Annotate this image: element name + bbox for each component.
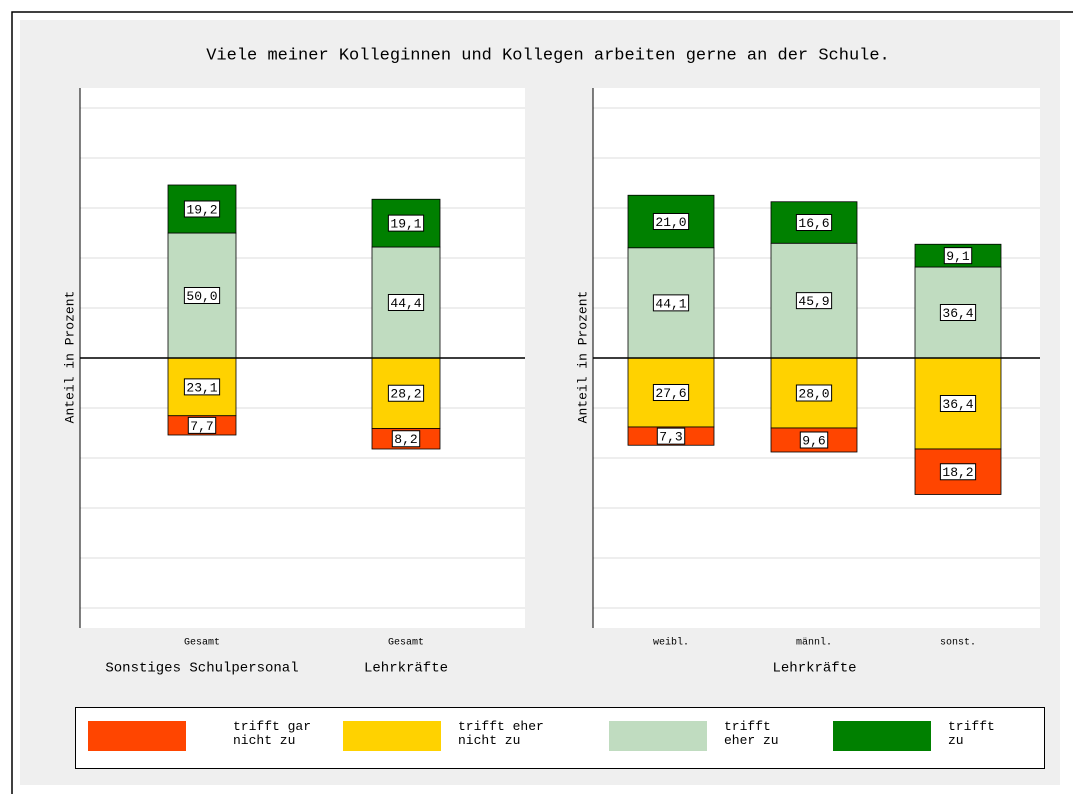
- value-label-box: [387, 214, 425, 232]
- legend-label: trifft eher nicht zu: [458, 719, 544, 748]
- value-label: 9,6: [802, 433, 825, 448]
- group-label: Lehrkräfte: [772, 661, 856, 677]
- y-axis-label: Anteil in Prozent: [575, 291, 590, 424]
- value-label: 27,6: [655, 386, 686, 401]
- value-label-box: [387, 384, 425, 402]
- legend-swatch: [88, 721, 186, 751]
- group-label: Sonstiges Schulpersonal: [105, 661, 298, 677]
- x-tick-label: sonst.: [940, 638, 976, 649]
- x-tick-label: männl.: [796, 637, 832, 649]
- x-tick-label: Gesamt: [184, 638, 220, 649]
- value-label: 23,1: [186, 380, 217, 395]
- value-label-box: [387, 294, 425, 311]
- value-label: 7,3: [659, 430, 682, 445]
- value-label: 36,4: [942, 306, 973, 321]
- value-label-box: [656, 427, 686, 445]
- value-label-box: [795, 384, 833, 402]
- value-label: 45,9: [798, 294, 829, 309]
- legend-swatch: [609, 721, 707, 751]
- value-label-box: [652, 294, 690, 312]
- value-label: 19,1: [390, 217, 421, 232]
- x-tick-label: Gesamt: [388, 638, 424, 649]
- value-label: 8,2: [394, 432, 417, 447]
- value-label-box: [183, 378, 221, 396]
- value-label-box: [795, 292, 833, 310]
- legend-swatch: [343, 721, 441, 751]
- value-label: 36,4: [942, 397, 973, 412]
- value-label-box: [939, 463, 977, 481]
- value-label-box: [183, 200, 221, 218]
- legend-label: trifft gar nicht zu: [233, 719, 312, 748]
- value-label: 19,2: [186, 202, 217, 217]
- value-label-box: [652, 384, 690, 401]
- value-label-box: [943, 247, 973, 265]
- value-label: 44,1: [655, 296, 686, 311]
- value-label: 50,0: [186, 289, 217, 304]
- value-label: 9,1: [946, 249, 970, 264]
- value-label-box: [187, 416, 217, 434]
- value-label: 7,7: [190, 419, 213, 434]
- value-label-box: [939, 304, 977, 321]
- value-label-box: [183, 287, 221, 304]
- value-label: 21,0: [655, 215, 686, 230]
- y-axis-label: Anteil in Prozent: [62, 291, 77, 424]
- value-label-box: [795, 214, 833, 231]
- value-label: 16,6: [798, 216, 829, 231]
- legend-label: trifft eher zu: [724, 719, 779, 748]
- value-label-box: [799, 431, 829, 449]
- value-label: 28,2: [390, 387, 421, 402]
- value-label: 44,4: [390, 296, 421, 311]
- legend-swatch: [833, 721, 931, 751]
- chart-title: Viele meiner Kolleginnen und Kollegen ar…: [206, 46, 890, 65]
- value-label-box: [391, 430, 421, 448]
- value-label: 28,0: [798, 386, 829, 401]
- value-label-box: [652, 213, 690, 230]
- value-label: 18,2: [942, 465, 973, 480]
- group-label: Lehrkräfte: [364, 661, 448, 677]
- value-label-box: [939, 395, 977, 412]
- legend: trifft gar nicht zu trifft eher nicht zu t…: [75, 707, 1045, 769]
- legend-label: trifft zu: [948, 719, 995, 748]
- x-tick-label: weibl.: [653, 637, 689, 649]
